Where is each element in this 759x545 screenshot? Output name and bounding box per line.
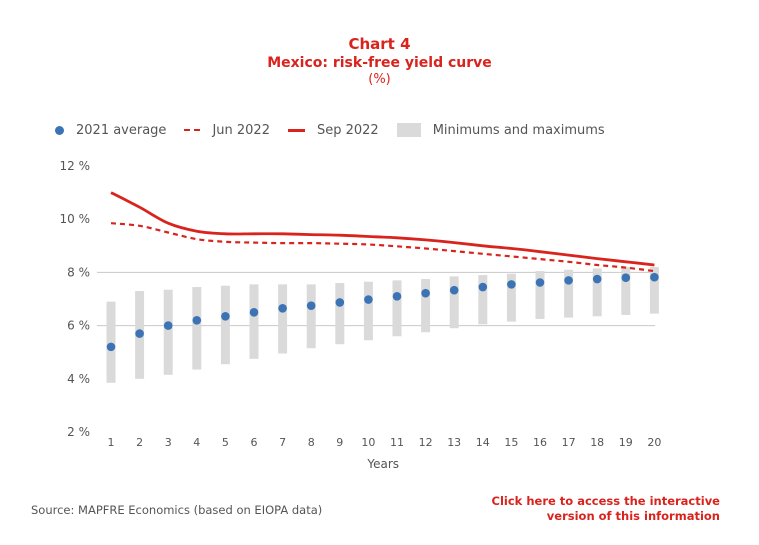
x-tick-label: 14 [476, 436, 490, 449]
range-bar [163, 289, 173, 375]
x-tick-label: 4 [193, 436, 200, 449]
y-tick-label: 8 % [67, 265, 90, 279]
range-bar [220, 285, 230, 365]
legend-label: Jun 2022 [212, 122, 270, 138]
x-tick-label: 15 [504, 436, 518, 449]
data-point-2021-average [163, 321, 173, 330]
range-bar [392, 280, 402, 337]
data-point-2021-average [221, 311, 230, 321]
y-tick-label: 12 % [60, 159, 91, 173]
interactive-link-line-2[interactable]: version of this information [546, 509, 720, 523]
legend-dot-marker [55, 125, 64, 135]
chart-title: Chart 4 [348, 35, 411, 53]
series-line-jun-2022 [110, 222, 655, 273]
chart-legend: 2021 average Jun 2022 Sep 2022 Minimums … [55, 120, 623, 140]
legend-item-jun-2022: Jun 2022 [184, 123, 270, 138]
x-tick-label: 3 [165, 436, 172, 449]
data-point-2021-average [421, 288, 430, 298]
x-tick-label: 13 [447, 436, 461, 449]
data-point-2021-average [535, 278, 545, 287]
chart-unit: (%) [368, 72, 391, 87]
range-bar [306, 284, 316, 349]
legend-item-2021-average: 2021 average [55, 123, 166, 138]
x-tick-label: 17 [562, 436, 576, 449]
legend-dashed-line-marker [184, 129, 201, 131]
legend-item-sep-2022: Sep 2022 [287, 122, 379, 138]
range-bar [249, 284, 259, 359]
range-bar [592, 268, 602, 317]
range-bar [192, 287, 202, 370]
range-bar [564, 269, 574, 318]
x-tick-label: 2 [136, 436, 143, 449]
data-point-2021-average [592, 274, 602, 284]
x-tick-label: 5 [222, 436, 229, 449]
range-bar [278, 284, 288, 354]
y-tick-label: 6 % [67, 319, 90, 333]
data-point-2021-average [449, 285, 459, 295]
data-point-2021-average [364, 295, 373, 304]
data-point-2021-average [478, 282, 488, 292]
legend-range-marker [396, 123, 421, 137]
chart-subtitle: Mexico: risk-free yield curve [267, 55, 492, 71]
x-tick-label: 7 [279, 436, 286, 449]
range-bar [506, 273, 516, 322]
x-axis-label: Years [366, 457, 399, 471]
range-bar [363, 281, 373, 341]
y-tick-label: 2 % [67, 425, 90, 439]
data-point-2021-average [306, 301, 316, 310]
x-tick-label: 11 [390, 436, 404, 449]
range-bar [621, 267, 631, 315]
data-point-2021-average [249, 308, 259, 317]
legend-label: Minimums and maximums [432, 122, 605, 138]
range-bar [335, 283, 345, 345]
range-bar [649, 267, 659, 314]
y-tick-label: 10 % [60, 212, 91, 226]
x-tick-label: 6 [251, 436, 258, 449]
x-tick-label: 16 [533, 436, 547, 449]
data-point-2021-average [650, 272, 659, 282]
data-point-2021-average [564, 276, 573, 285]
data-point-2021-average [507, 280, 516, 289]
range-bar [449, 276, 459, 329]
legend-item-min-max: Minimums and maximums [396, 122, 605, 138]
range-bar [106, 301, 116, 383]
x-tick-label: 20 [647, 436, 661, 449]
data-point-2021-average [192, 315, 202, 325]
data-point-2021-average [335, 298, 345, 307]
range-bar [535, 271, 545, 319]
data-point-2021-average [135, 329, 144, 338]
source-note: Source: MAPFRE Economics (based on EIOPA… [31, 503, 323, 517]
data-point-2021-average [392, 292, 402, 301]
range-bar [421, 279, 431, 333]
chart-header: Chart 4 Mexico: risk-free yield curve (%… [0, 34, 759, 88]
x-tick-label: 9 [336, 436, 343, 449]
data-point-2021-average [621, 273, 631, 283]
x-tick-label: 1 [108, 436, 115, 449]
interactive-link-line-1[interactable]: Click here to access the interactive [491, 494, 720, 508]
data-point-2021-average [278, 304, 287, 313]
legend-label: Sep 2022 [316, 122, 379, 138]
interactive-version-link[interactable]: Click here to access the interactive ver… [492, 494, 720, 524]
data-point-2021-average [106, 342, 116, 352]
x-tick-label: 18 [590, 436, 604, 449]
y-tick-label: 4 % [67, 372, 90, 386]
x-tick-label: 8 [308, 436, 315, 449]
x-tick-label: 10 [361, 436, 375, 449]
x-tick-label: 19 [619, 436, 633, 449]
legend-solid-line-marker [287, 128, 305, 132]
x-tick-label: 12 [419, 436, 433, 449]
series-line-sep-2022 [110, 191, 655, 267]
legend-label: 2021 average [76, 122, 167, 138]
range-bar [478, 275, 488, 325]
